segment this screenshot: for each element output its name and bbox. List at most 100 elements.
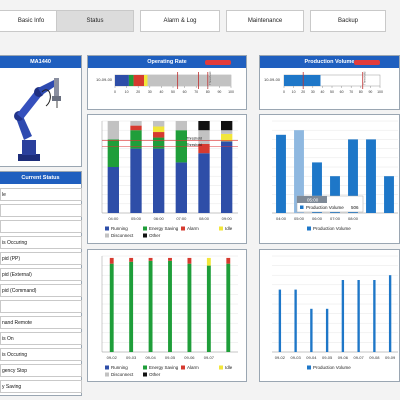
production-volume-panel: Production Volume 10-09-00 Threshold 0 10… — [259, 55, 400, 110]
x-tick-label: 04:00 — [108, 216, 119, 221]
legend-label: Running — [111, 226, 128, 231]
production-volume-timeline-label: 10-09-00 — [264, 77, 281, 82]
tab-maintenance[interactable]: Maintenance — [226, 10, 304, 32]
bar-segment-alarm — [168, 257, 172, 261]
legend-swatch — [307, 226, 311, 231]
x-tick-label: 06:00 — [312, 216, 323, 221]
timeline-segment-alarm — [133, 75, 144, 86]
timeline-segment-disconnect — [147, 75, 231, 86]
legend-label: Disconnect — [111, 372, 134, 377]
legend-swatch — [105, 233, 109, 238]
legend-label: Production Volume — [313, 365, 351, 370]
status-row — [0, 204, 82, 217]
x-tick-label: 09-02 — [275, 355, 286, 360]
production-volume-title: Production Volume — [304, 59, 355, 65]
bar — [294, 130, 304, 213]
legend-swatch — [181, 365, 185, 370]
x-tick-label: 09-04 — [306, 355, 317, 360]
timeline-axis-label: 100 — [377, 90, 383, 94]
timeline-axis-label: 100 — [228, 90, 234, 94]
bar-segment-alarm — [198, 144, 210, 154]
timeline-axis-label: 50 — [330, 90, 334, 94]
timeline-fill — [284, 75, 321, 86]
bar — [366, 139, 376, 213]
bar-segment-energy-saving — [153, 137, 165, 149]
timeline-axis-label: 10 — [125, 90, 129, 94]
x-tick-label: 09-06 — [338, 355, 349, 360]
bar-segment-energy-saving — [129, 261, 134, 352]
x-tick-label: 05:00 — [131, 216, 142, 221]
bar-segment-alarm — [148, 257, 153, 261]
timeline-axis-label: 90 — [217, 90, 221, 94]
bar-segment-running — [107, 167, 119, 213]
legend-swatch — [143, 365, 147, 370]
status-row: nand Remote — [0, 316, 82, 329]
x-tick-label: 09-06 — [184, 355, 195, 360]
tooltip-time: 05:00 — [307, 198, 319, 203]
bar-segment-idle — [221, 133, 233, 142]
bar — [341, 280, 345, 352]
operating-rate-timeline: 10-09-00 Threshold 0 10 20 30 40 50 60 70 80 90 10… — [96, 71, 234, 94]
bar — [310, 308, 313, 352]
timeline-axis-label: 40 — [320, 90, 324, 94]
bar — [330, 176, 340, 213]
tooltip-label: Production Volume — [306, 205, 344, 210]
bar-segment-disconnect — [130, 121, 142, 126]
timeline-segment-running — [115, 75, 129, 86]
timeline-axis-label: 20 — [136, 90, 140, 94]
tab-label: Maintenance — [247, 18, 283, 24]
tab-label: Status — [86, 18, 104, 24]
bar — [388, 275, 392, 352]
bar-segment-alarm — [129, 257, 134, 262]
bar-segment-alarm — [226, 257, 231, 264]
hourly-operating-chart-panel: 04:00 05:00 06:00 07:00 08:00 09:00 Threshold T… — [87, 114, 247, 244]
current-status-title: Current Status — [0, 172, 81, 184]
bar-segment-energy-saving — [206, 265, 211, 352]
status-row: gency Stop — [0, 364, 82, 377]
legend-label: Other — [149, 372, 161, 377]
daily-operating-chart: 09-02 09-03 09-04 09-05 09-06 09-07 Running Ene… — [101, 255, 238, 377]
bar-segment-energy-saving — [109, 263, 114, 352]
chart-tooltip: 05:00 Production Volume 506 — [296, 195, 364, 213]
tab-status[interactable]: Status — [56, 10, 134, 32]
bar — [348, 139, 358, 213]
timeline-axis-label: 60 — [340, 90, 344, 94]
bar-segment-energy-saving — [226, 263, 231, 352]
tooltip-swatch — [300, 205, 304, 209]
bar — [373, 280, 376, 352]
bar — [384, 176, 394, 213]
tab-alarm-log[interactable]: Alarm & Log — [140, 10, 220, 32]
x-tick-label: 07:00 — [330, 216, 341, 221]
legend-swatch — [105, 226, 109, 231]
daily-operating-chart-panel: 09-02 09-03 09-04 09-05 09-06 09-07 Running Ene… — [87, 249, 247, 382]
timeline-axis-label: 90 — [368, 90, 372, 94]
operating-rate-timeline-label: 10-09-00 — [96, 77, 113, 82]
legend-label: Energy Saving — [149, 365, 179, 370]
bar-segment-running — [130, 148, 142, 213]
tab-basic-info[interactable]: Basic Info — [0, 10, 64, 32]
status-row: y Saving — [0, 380, 82, 393]
x-tick-label: 06:00 — [154, 216, 165, 221]
bar-segment-energy-saving — [130, 130, 142, 149]
legend-swatch — [105, 365, 109, 370]
timeline-axis-label: 70 — [349, 90, 353, 94]
production-volume-indicator — [354, 59, 380, 65]
timeline-axis-label: 60 — [183, 90, 187, 94]
x-tick-label: 09-05 — [322, 355, 333, 360]
x-tick-label: 05:00 — [294, 216, 305, 221]
bar — [312, 162, 322, 213]
bar-segment-disconnect — [198, 130, 210, 144]
threshold-label: Threshold — [186, 143, 202, 147]
legend-swatch — [143, 226, 147, 231]
bar-segment-idle — [206, 257, 211, 266]
x-tick-label: 09-07 — [354, 355, 365, 360]
operating-rate-title: Operating Rate — [147, 59, 187, 65]
legend-swatch — [219, 365, 223, 370]
tab-backup[interactable]: Backup — [310, 10, 386, 32]
status-row: is Occuring — [0, 236, 82, 249]
bar-segment-energy-saving — [175, 130, 187, 163]
bar-segment-disconnect — [153, 121, 165, 127]
timeline-axis-label: 40 — [159, 90, 163, 94]
x-tick-label: 09:00 — [222, 216, 233, 221]
